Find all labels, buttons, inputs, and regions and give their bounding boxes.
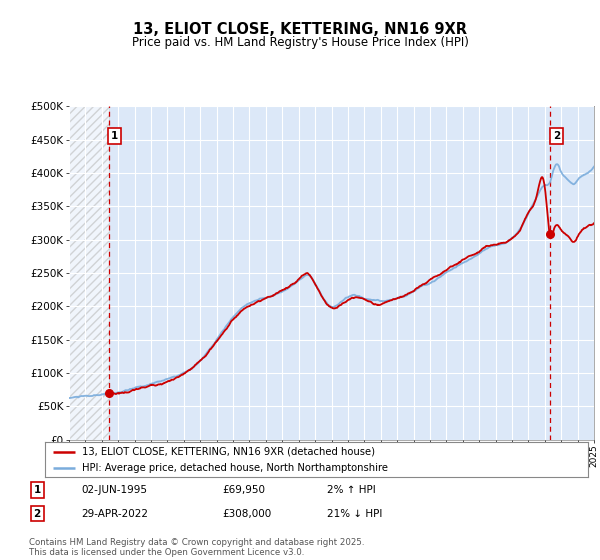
Text: 2: 2 (34, 508, 41, 519)
Text: 2% ↑ HPI: 2% ↑ HPI (327, 485, 376, 495)
Text: 21% ↓ HPI: 21% ↓ HPI (327, 508, 382, 519)
Text: £308,000: £308,000 (222, 508, 271, 519)
Text: 2: 2 (553, 132, 560, 141)
Bar (69, 106, 109, 440)
Text: 13, ELIOT CLOSE, KETTERING, NN16 9XR: 13, ELIOT CLOSE, KETTERING, NN16 9XR (133, 22, 467, 38)
Text: HPI: Average price, detached house, North Northamptonshire: HPI: Average price, detached house, Nort… (82, 463, 388, 473)
Text: Contains HM Land Registry data © Crown copyright and database right 2025.
This d: Contains HM Land Registry data © Crown c… (29, 538, 364, 557)
Text: £69,950: £69,950 (222, 485, 265, 495)
Text: 13, ELIOT CLOSE, KETTERING, NN16 9XR (detached house): 13, ELIOT CLOSE, KETTERING, NN16 9XR (de… (82, 447, 375, 457)
Text: 02-JUN-1995: 02-JUN-1995 (81, 485, 147, 495)
Text: 1: 1 (111, 132, 118, 141)
Text: 1: 1 (34, 485, 41, 495)
Text: 29-APR-2022: 29-APR-2022 (81, 508, 148, 519)
Text: Price paid vs. HM Land Registry's House Price Index (HPI): Price paid vs. HM Land Registry's House … (131, 36, 469, 49)
